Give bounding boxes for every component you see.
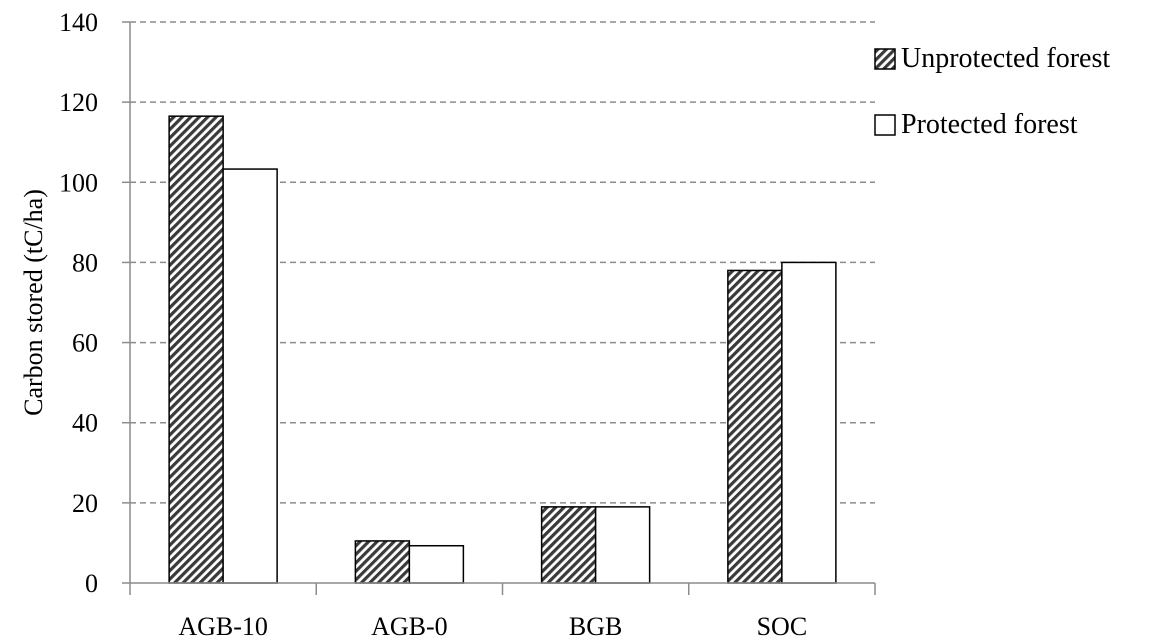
y-tick-label: 100 — [59, 168, 98, 197]
x-tick-label: SOC — [757, 612, 808, 641]
bars — [168, 115, 837, 584]
bar-agb-10-series-2 — [222, 168, 278, 584]
bar-agb-10-series-1 — [168, 115, 224, 584]
y-axis-title: Carbon stored (tC/ha) — [19, 189, 48, 416]
legend: Unprotected forest Protected forest — [874, 43, 1110, 140]
bar-soc-series-2 — [781, 261, 837, 584]
bar-bgb-series-2 — [594, 506, 651, 584]
x-tick-label: AGB-0 — [371, 612, 448, 641]
y-tick-label: 60 — [72, 329, 98, 358]
y-tick-label: 20 — [72, 489, 98, 518]
bar-agb-0-series-2 — [408, 544, 465, 584]
y-tick-label: 120 — [59, 88, 98, 117]
axes — [122, 21, 876, 595]
tick-labels: 0 20 40 60 80 100 120 140 AGB-10 AGB-0 BGB SOC — [59, 8, 807, 641]
y-tick-label: 140 — [59, 8, 98, 37]
y-tick-label: 80 — [72, 248, 98, 277]
legend-swatch-1 — [874, 48, 896, 70]
bar-soc-series-1 — [727, 269, 783, 584]
y-tick-label: 0 — [85, 569, 98, 598]
y-tick-label: 40 — [72, 409, 98, 438]
bar-bgb-series-1 — [540, 506, 597, 584]
x-tick-label: AGB-10 — [178, 612, 268, 641]
x-tick-label: BGB — [569, 612, 622, 641]
bar-agb-0-series-1 — [354, 540, 411, 584]
legend-swatch-2 — [874, 114, 896, 136]
legend-label-2: Protected forest — [901, 109, 1078, 140]
legend-label-1: Unprotected forest — [901, 43, 1110, 74]
